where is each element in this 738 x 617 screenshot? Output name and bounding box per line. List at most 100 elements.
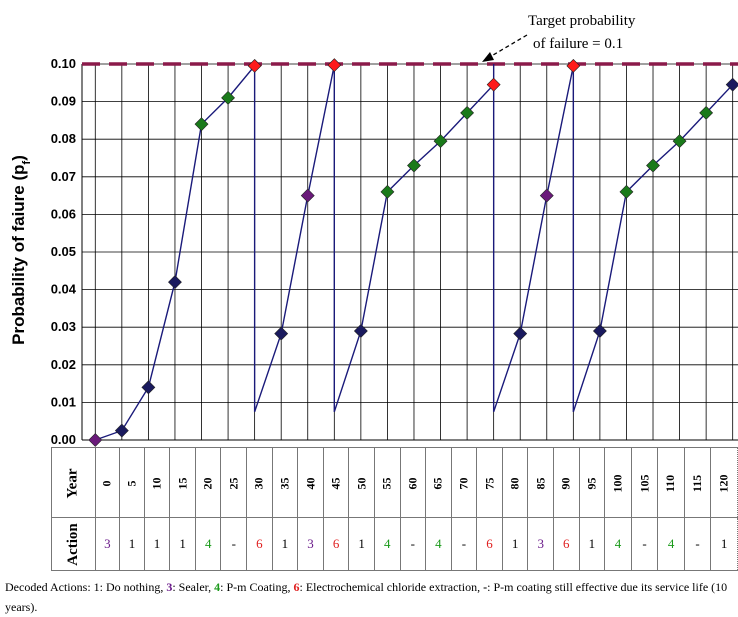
y-tick-label: 0.03 (51, 319, 76, 334)
data-point-marker (433, 134, 448, 149)
y-axis-title-end: ) (9, 155, 28, 161)
year-value: 10 (149, 477, 164, 489)
year-cell: 80 (501, 447, 529, 518)
data-point-marker (380, 184, 395, 199)
action-cell: 4 (657, 517, 685, 571)
year-cell: 105 (630, 447, 659, 518)
y-tick-label: 0.01 (51, 394, 76, 409)
year-value: 25 (226, 477, 241, 489)
action-cell: 1 (143, 517, 171, 571)
action-cell: 6 (553, 517, 580, 571)
year-header: Year (64, 468, 81, 498)
year-value: 5 (124, 480, 139, 486)
year-cell: 95 (578, 447, 606, 518)
data-point-marker (460, 105, 475, 120)
data-point-marker (407, 158, 421, 173)
y-tick-label: 0.07 (51, 169, 76, 184)
year-cell: 75 (476, 447, 503, 518)
action-cell: 6 (246, 517, 273, 571)
footnote-action-6-text: : Electrochemical chloride extraction, (299, 580, 484, 594)
action-cell: - (450, 517, 478, 571)
year-value: 80 (507, 477, 522, 489)
year-value: 75 (482, 477, 497, 489)
year-cell: 65 (425, 447, 452, 518)
y-axis-title: Probability of faiure (pf) (9, 155, 33, 345)
year-cell: 110 (657, 447, 685, 518)
footnote-action-4-text: : P-m Coating, (220, 580, 294, 594)
y-tick-label: 0.00 (51, 432, 76, 447)
data-point-marker (646, 158, 660, 173)
year-cell: 85 (527, 447, 554, 518)
data-point-marker (353, 324, 368, 338)
action-header-cell: Action (51, 517, 96, 571)
year-value: 20 (200, 477, 215, 489)
action-cell: 4 (604, 517, 632, 571)
action-cell: 4 (194, 517, 222, 571)
year-value: 60 (405, 477, 420, 489)
year-value: 120 (716, 474, 731, 492)
footnote: Decoded Actions: 1: Do nothing, 3: Seale… (5, 577, 733, 617)
data-point-marker (539, 188, 554, 203)
year-value: 0 (99, 480, 114, 486)
series-segment (253, 64, 335, 413)
year-row: Year 0 5 10 15 20 25 30 35 40 45 50 55 60 65 70 75 80 85 9… (51, 447, 738, 518)
year-cell: 55 (373, 447, 401, 518)
action-cell: - (683, 517, 712, 571)
year-cell: 5 (119, 447, 145, 518)
data-point-marker (327, 58, 342, 73)
footnote-action-3-text: : Sealer, (172, 580, 215, 594)
y-tick-label: 0.10 (51, 56, 76, 71)
y-tick-label: 0.05 (51, 244, 76, 259)
year-value: 30 (251, 477, 266, 489)
footnote-action-3-num: 3 (166, 580, 173, 594)
action-cell: - (630, 517, 659, 571)
y-tick-label: 0.08 (51, 131, 76, 146)
year-cell: 115 (683, 447, 712, 518)
annotation-line-1: Target probability (528, 13, 636, 29)
data-point-marker (194, 117, 209, 132)
footnote-prefix: Decoded Actions: (5, 580, 94, 594)
footnote-action-4-num: 4 (214, 580, 221, 594)
year-value: 40 (303, 477, 317, 489)
year-action-table: Year 0 5 10 15 20 25 30 35 40 45 50 55 60 65 70 75 80 85 9… (51, 447, 738, 571)
year-value: 15 (175, 477, 190, 489)
year-cell: 20 (194, 447, 222, 518)
action-cell: 3 (297, 517, 324, 571)
year-value: 50 (354, 477, 369, 489)
data-point-marker (221, 90, 235, 105)
data-point-marker (274, 326, 289, 341)
year-value: 100 (610, 474, 625, 492)
series-segment (492, 65, 575, 413)
action-cell: 3 (527, 517, 554, 571)
year-value: 65 (430, 477, 445, 489)
action-header: Action (64, 522, 81, 566)
data-point-marker (168, 275, 182, 290)
annotation-arrowhead (482, 52, 494, 62)
chart: 0.00 0.01 0.02 0.03 0.04 0.05 0.06 0.07 0.08 0.09… (9, 13, 738, 447)
year-value: 85 (533, 477, 548, 489)
action-cell: 6 (476, 517, 503, 571)
year-cell: 70 (450, 447, 478, 518)
data-point-marker (619, 184, 634, 199)
action-cell: 1 (501, 517, 529, 571)
markers (88, 58, 738, 447)
y-axis: 0.00 0.01 0.02 0.03 0.04 0.05 0.06 0.07 0.08 0.09… (51, 56, 77, 447)
year-cell: 60 (399, 447, 427, 518)
year-cell: 50 (348, 447, 375, 518)
y-tick-label: 0.09 (51, 94, 76, 109)
footnote-action-6-num: 6 (293, 580, 300, 594)
data-point-marker (247, 58, 262, 73)
year-cell: 100 (604, 447, 632, 518)
action-cell: 4 (373, 517, 401, 571)
year-cell: 120 (710, 447, 738, 518)
year-value: 115 (690, 474, 705, 492)
footnote-action-1-text: : Do nothing, (99, 580, 167, 594)
data-point-marker (725, 77, 738, 92)
data-point-marker (592, 324, 607, 338)
action-cell: 1 (119, 517, 145, 571)
action-cell: 1 (348, 517, 375, 571)
data-point-marker (114, 423, 129, 438)
action-cell: 1 (578, 517, 606, 571)
y-tick-label: 0.02 (51, 357, 76, 372)
